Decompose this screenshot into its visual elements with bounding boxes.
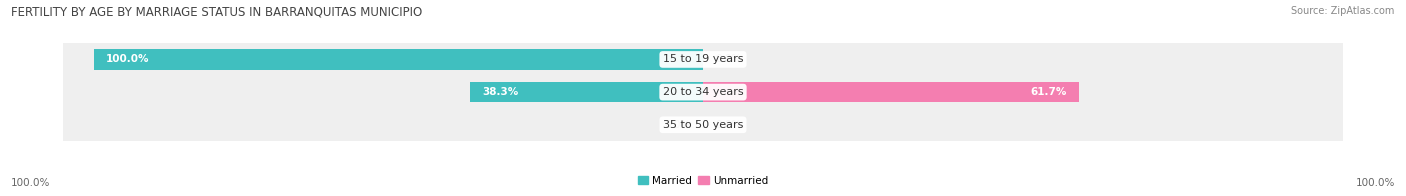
Text: 100.0%: 100.0% [105, 54, 149, 64]
Text: 0.0%: 0.0% [716, 120, 741, 130]
Text: 20 to 34 years: 20 to 34 years [662, 87, 744, 97]
Text: 61.7%: 61.7% [1031, 87, 1067, 97]
Text: 100.0%: 100.0% [11, 178, 51, 188]
Text: Source: ZipAtlas.com: Source: ZipAtlas.com [1291, 6, 1395, 16]
Text: 38.3%: 38.3% [482, 87, 517, 97]
Bar [63, 43, 1343, 76]
Bar [63, 108, 1343, 141]
Bar [703, 82, 1078, 102]
Bar [63, 76, 1343, 108]
Bar [470, 82, 703, 102]
Text: 100.0%: 100.0% [1355, 178, 1395, 188]
Text: 0.0%: 0.0% [665, 120, 690, 130]
Text: 35 to 50 years: 35 to 50 years [662, 120, 744, 130]
Bar [94, 49, 703, 70]
Legend: Married, Unmarried: Married, Unmarried [634, 172, 772, 190]
Text: 15 to 19 years: 15 to 19 years [662, 54, 744, 64]
Text: 0.0%: 0.0% [716, 54, 741, 64]
Text: FERTILITY BY AGE BY MARRIAGE STATUS IN BARRANQUITAS MUNICIPIO: FERTILITY BY AGE BY MARRIAGE STATUS IN B… [11, 6, 422, 19]
